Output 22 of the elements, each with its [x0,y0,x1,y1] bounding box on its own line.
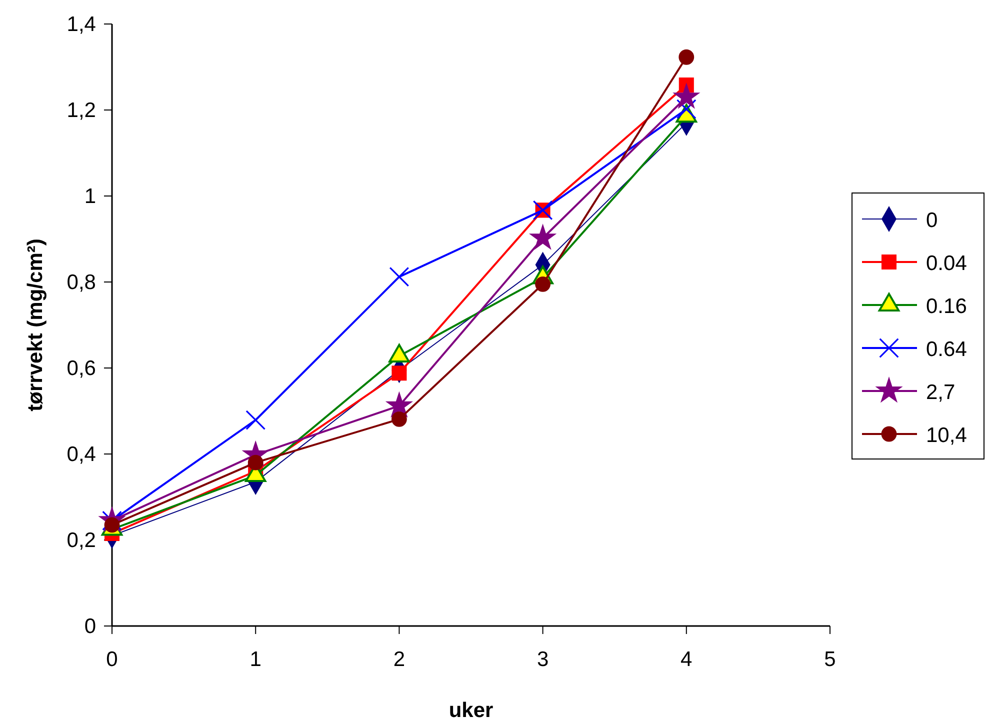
legend-label: 10,4 [926,424,968,447]
x-tick-label: 1 [250,648,262,671]
y-tick-label: 1,2 [66,99,96,122]
x-tick-label: 3 [536,648,549,671]
legend-label: 0.64 [926,338,968,361]
x-tick-label: 0 [106,648,118,671]
legend-label: 0.04 [926,252,968,275]
x-tick-label: 4 [680,648,693,671]
x-axis-title: uker [448,699,494,721]
x-tick-label: 5 [824,648,836,671]
y-tick-label: 0 [84,615,96,638]
y-tick-label: 0,6 [66,357,96,380]
y-tick-label: 0,8 [66,271,96,294]
y-tick-label: 1 [84,185,96,208]
y-tick-label: 1,4 [66,13,96,36]
x-tick-label: 2 [393,648,406,671]
y-axis-title: tørrvekt (mg/cm²) [24,238,47,412]
y-tick-label: 0,2 [66,529,96,552]
legend-label: 0.16 [926,295,967,318]
legend-label: 2,7 [926,381,956,404]
legend-label: 0 [926,209,938,232]
y-tick-label: 0,4 [66,443,96,466]
